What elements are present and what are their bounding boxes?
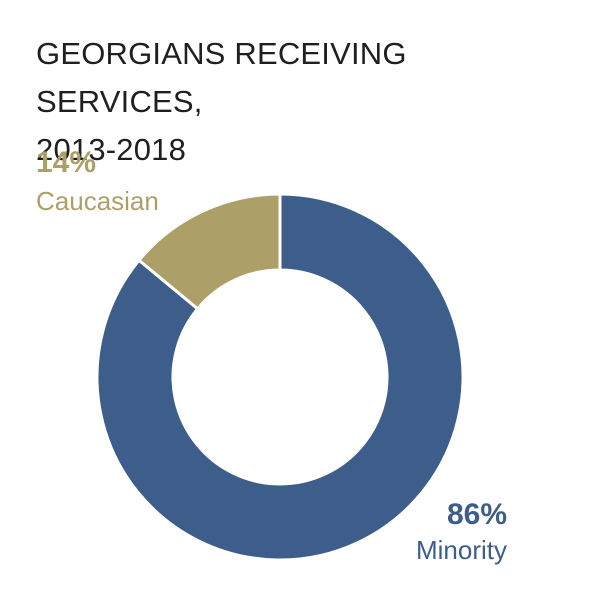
chart-title-line-1: GEORGIANS RECEIVING SERVICES,	[36, 36, 407, 119]
slice-label-minority-percent: 86%	[447, 498, 507, 531]
chart-title: GEORGIANS RECEIVING SERVICES, 2013-2018	[36, 30, 576, 174]
slice-minority	[95, 192, 465, 562]
donut-slices	[95, 192, 465, 562]
slice-label-caucasian-percent: 14%	[36, 146, 96, 179]
slice-label-caucasian-name: Caucasian	[36, 186, 159, 216]
chart-title-line-2: 2013-2018	[36, 132, 187, 167]
slice-label-minority-name: Minority	[416, 535, 507, 565]
